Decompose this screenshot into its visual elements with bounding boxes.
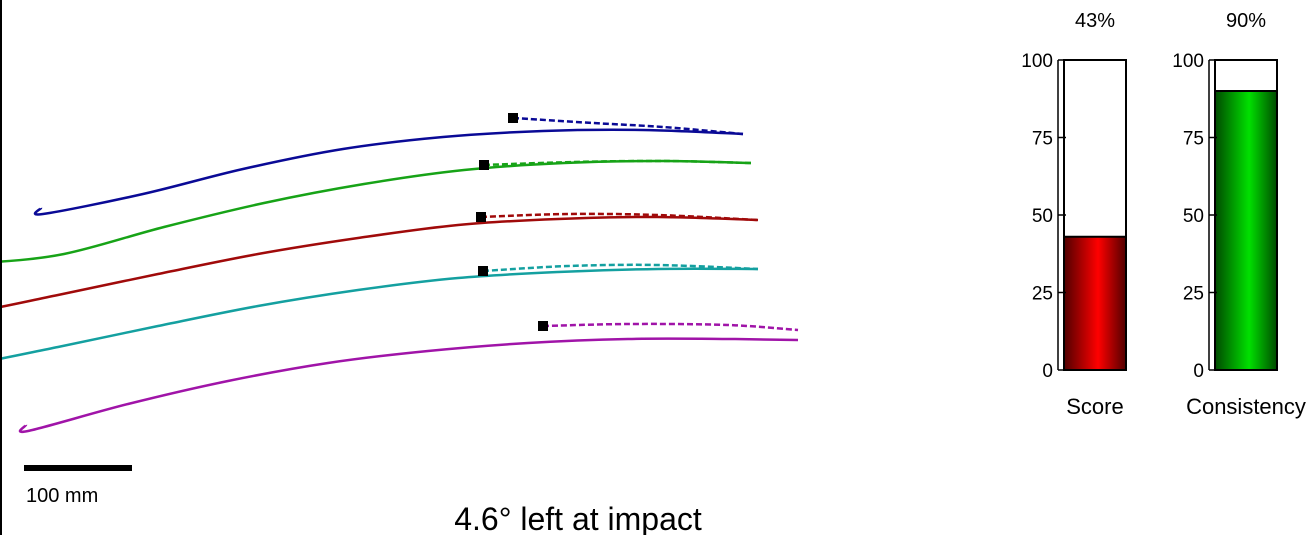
consistency-value-label: 90% bbox=[1226, 10, 1266, 32]
impact-caption: 4.6° left at impact bbox=[454, 501, 702, 535]
consistency-bar-fill bbox=[1215, 91, 1277, 370]
score-bar-fill bbox=[1064, 236, 1126, 370]
score-gauge: 0 25 50 75 100 43% Score bbox=[1021, 10, 1127, 419]
score-tick-label: 75 bbox=[1032, 129, 1053, 150]
score-tick-label: 50 bbox=[1032, 206, 1053, 227]
score-category-label: Score bbox=[1066, 394, 1123, 419]
trace-2-impact-marker bbox=[479, 160, 489, 170]
trace-3-impact-marker bbox=[476, 212, 486, 222]
score-tick-label: 25 bbox=[1032, 284, 1053, 305]
scale-bar bbox=[24, 465, 132, 471]
trace-1-dashed bbox=[512, 116, 744, 136]
left-border bbox=[0, 0, 2, 535]
trace-3-solid bbox=[0, 215, 759, 309]
trace-2-solid bbox=[0, 159, 752, 263]
trace-4-dashed bbox=[482, 263, 759, 273]
score-value-label: 43% bbox=[1075, 10, 1115, 32]
trace-3-dashed bbox=[480, 212, 759, 222]
trace-4-solid bbox=[0, 267, 759, 361]
consistency-tick-label: 25 bbox=[1183, 284, 1204, 305]
trace-1-solid bbox=[33, 128, 744, 216]
trace-2-dashed bbox=[483, 159, 752, 167]
score-tick-label: 0 bbox=[1042, 361, 1053, 382]
consistency-category-label: Consistency bbox=[1186, 394, 1306, 419]
trace-1-impact-marker bbox=[508, 113, 518, 123]
score-tick-label: 100 bbox=[1021, 51, 1053, 72]
trace-5-solid bbox=[18, 337, 799, 434]
consistency-tick-label: 75 bbox=[1183, 129, 1204, 150]
trace-5-dashed bbox=[542, 322, 799, 332]
scale-bar-label: 100 mm bbox=[26, 485, 98, 507]
consistency-gauge: 0 25 50 75 100 90% Consistency bbox=[1172, 10, 1306, 419]
consistency-tick-label: 100 bbox=[1172, 51, 1204, 72]
stroke-traces bbox=[0, 113, 799, 434]
trace-5-impact-marker bbox=[538, 321, 548, 331]
trace-4-impact-marker bbox=[478, 266, 488, 276]
consistency-tick-label: 0 bbox=[1193, 361, 1204, 382]
consistency-tick-label: 50 bbox=[1183, 206, 1204, 227]
